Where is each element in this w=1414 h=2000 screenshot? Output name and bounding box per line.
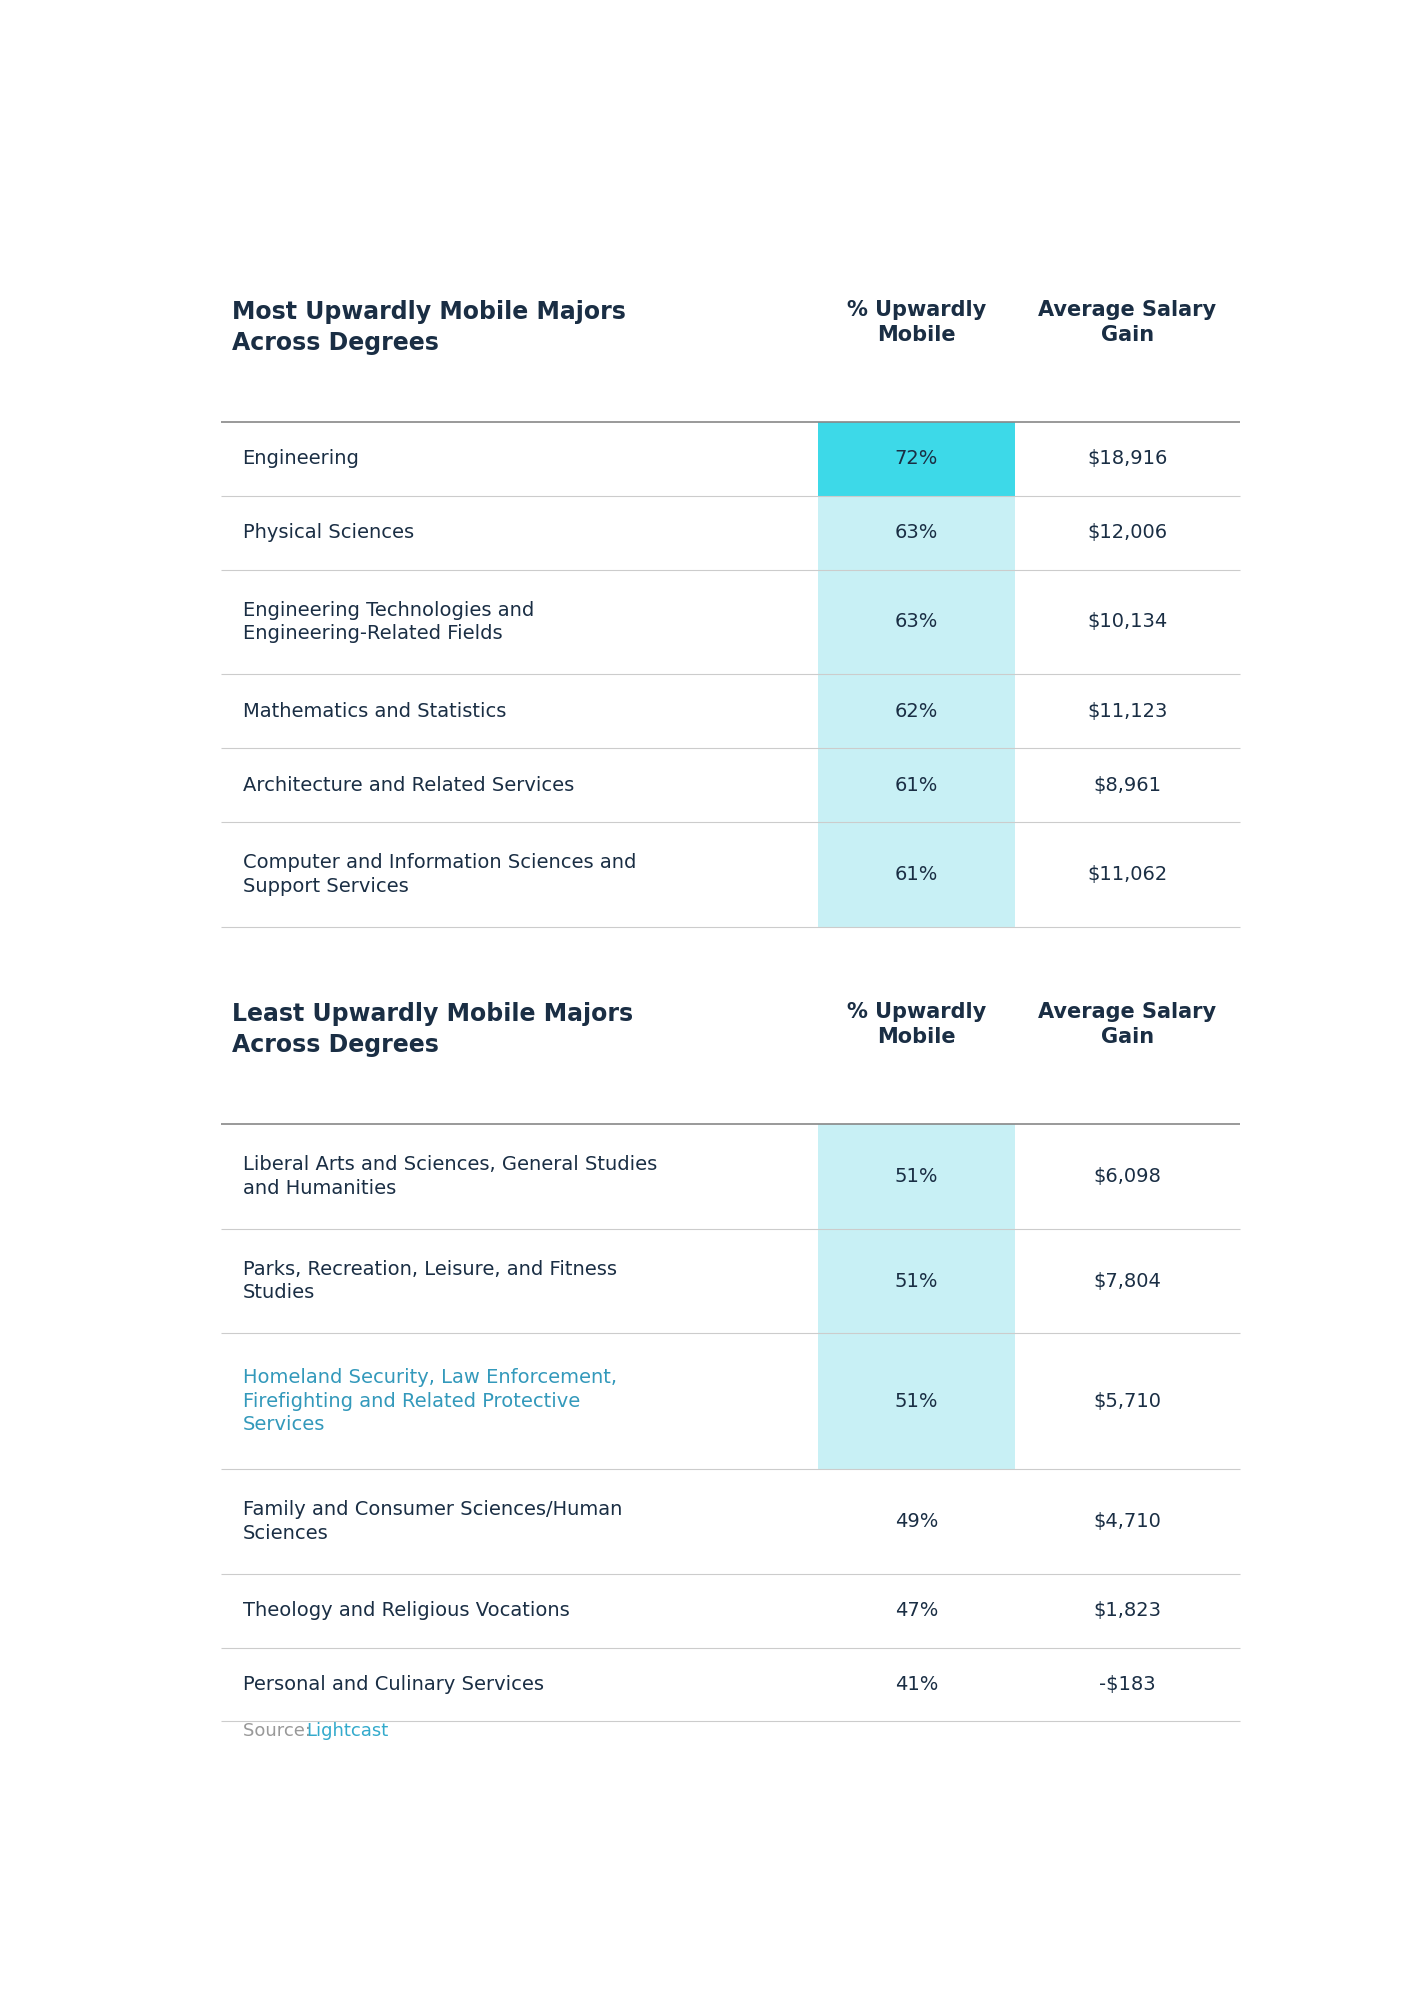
- Text: 41%: 41%: [895, 1676, 937, 1694]
- Bar: [817, 822, 1015, 926]
- Bar: [817, 422, 1015, 496]
- Bar: [817, 1124, 1015, 1228]
- Text: Source:: Source:: [243, 1722, 317, 1740]
- Text: Family and Consumer Sciences/Human
Sciences: Family and Consumer Sciences/Human Scien…: [243, 1500, 622, 1542]
- Bar: [817, 496, 1015, 570]
- Text: 63%: 63%: [895, 612, 937, 632]
- Text: Personal and Culinary Services: Personal and Culinary Services: [243, 1676, 543, 1694]
- Text: Physical Sciences: Physical Sciences: [243, 524, 414, 542]
- Text: Most Upwardly Mobile Majors
Across Degrees: Most Upwardly Mobile Majors Across Degre…: [232, 300, 625, 354]
- Text: $4,710: $4,710: [1093, 1512, 1161, 1530]
- Text: $1,823: $1,823: [1093, 1602, 1161, 1620]
- Text: $12,006: $12,006: [1087, 524, 1168, 542]
- Text: Parks, Recreation, Leisure, and Fitness
Studies: Parks, Recreation, Leisure, and Fitness …: [243, 1260, 617, 1302]
- Text: Engineering: Engineering: [243, 450, 359, 468]
- Text: 62%: 62%: [895, 702, 937, 720]
- Text: Computer and Information Sciences and
Support Services: Computer and Information Sciences and Su…: [243, 854, 636, 896]
- Text: Engineering Technologies and
Engineering-Related Fields: Engineering Technologies and Engineering…: [243, 600, 533, 644]
- Bar: [817, 570, 1015, 674]
- Text: Lightcast: Lightcast: [305, 1722, 389, 1740]
- Text: 49%: 49%: [895, 1512, 937, 1530]
- Text: % Upwardly
Mobile: % Upwardly Mobile: [847, 300, 986, 344]
- Text: 51%: 51%: [895, 1392, 939, 1410]
- Bar: [817, 1334, 1015, 1468]
- Bar: [817, 674, 1015, 748]
- Text: $18,916: $18,916: [1087, 450, 1168, 468]
- Text: 51%: 51%: [895, 1166, 939, 1186]
- Text: $11,062: $11,062: [1087, 864, 1168, 884]
- Text: $7,804: $7,804: [1093, 1272, 1161, 1290]
- Bar: [817, 748, 1015, 822]
- Text: 51%: 51%: [895, 1272, 939, 1290]
- Text: Liberal Arts and Sciences, General Studies
and Humanities: Liberal Arts and Sciences, General Studi…: [243, 1156, 656, 1198]
- Text: 63%: 63%: [895, 524, 937, 542]
- Text: Average Salary
Gain: Average Salary Gain: [1038, 300, 1216, 344]
- Text: 72%: 72%: [895, 450, 937, 468]
- Text: 61%: 61%: [895, 864, 937, 884]
- Text: Homeland Security, Law Enforcement,
Firefighting and Related Protective
Services: Homeland Security, Law Enforcement, Fire…: [243, 1368, 617, 1434]
- Bar: [817, 1228, 1015, 1334]
- Text: -$183: -$183: [1099, 1676, 1155, 1694]
- Text: $8,961: $8,961: [1093, 776, 1161, 794]
- Text: $6,098: $6,098: [1093, 1166, 1161, 1186]
- Text: $10,134: $10,134: [1087, 612, 1168, 632]
- Text: % Upwardly
Mobile: % Upwardly Mobile: [847, 1002, 986, 1048]
- Text: Mathematics and Statistics: Mathematics and Statistics: [243, 702, 506, 720]
- Text: 61%: 61%: [895, 776, 937, 794]
- Text: $5,710: $5,710: [1093, 1392, 1161, 1410]
- Text: Least Upwardly Mobile Majors
Across Degrees: Least Upwardly Mobile Majors Across Degr…: [232, 1002, 632, 1056]
- Text: 47%: 47%: [895, 1602, 937, 1620]
- Text: Architecture and Related Services: Architecture and Related Services: [243, 776, 574, 794]
- Text: Average Salary
Gain: Average Salary Gain: [1038, 1002, 1216, 1048]
- Text: Theology and Religious Vocations: Theology and Religious Vocations: [243, 1602, 570, 1620]
- Text: $11,123: $11,123: [1087, 702, 1168, 720]
